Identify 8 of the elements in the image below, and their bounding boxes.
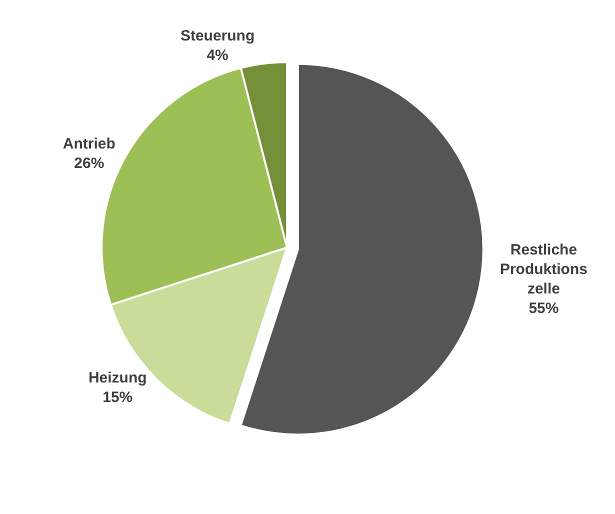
- slice-label: Steuerung: [180, 27, 255, 44]
- slice-label: Restliche Produktions zelle: [500, 241, 588, 298]
- slice-label: Antrieb: [62, 136, 116, 153]
- data-label: 15%: [102, 388, 133, 406]
- data-label: 55%: [528, 300, 559, 317]
- slice-label: Heizung: [88, 369, 147, 386]
- data-label: 4%: [206, 46, 228, 64]
- data-label: 26%: [74, 155, 104, 172]
